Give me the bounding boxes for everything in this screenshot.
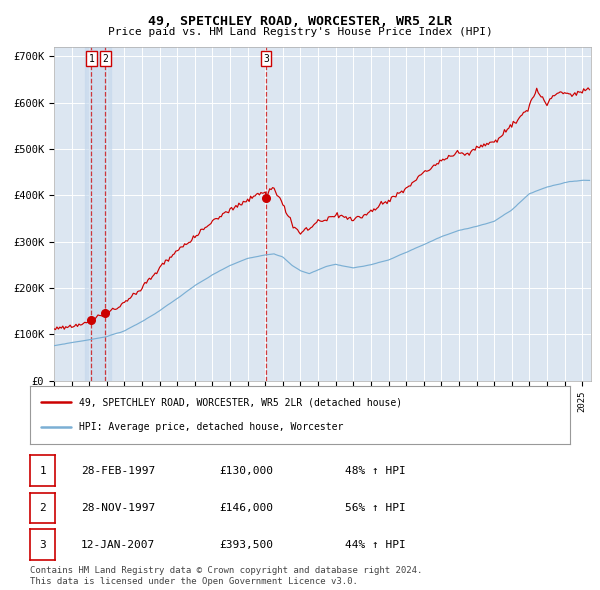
- Text: 12-JAN-2007: 12-JAN-2007: [81, 540, 155, 549]
- Text: HPI: Average price, detached house, Worcester: HPI: Average price, detached house, Worc…: [79, 422, 343, 432]
- Text: 2: 2: [39, 503, 46, 513]
- Text: 44% ↑ HPI: 44% ↑ HPI: [345, 540, 406, 549]
- Text: £393,500: £393,500: [219, 540, 273, 549]
- Text: 28-FEB-1997: 28-FEB-1997: [81, 466, 155, 476]
- Text: This data is licensed under the Open Government Licence v3.0.: This data is licensed under the Open Gov…: [30, 577, 358, 586]
- Text: 49, SPETCHLEY ROAD, WORCESTER, WR5 2LR: 49, SPETCHLEY ROAD, WORCESTER, WR5 2LR: [148, 15, 452, 28]
- Text: 56% ↑ HPI: 56% ↑ HPI: [345, 503, 406, 513]
- Text: 1: 1: [39, 466, 46, 476]
- Text: 28-NOV-1997: 28-NOV-1997: [81, 503, 155, 513]
- Text: Contains HM Land Registry data © Crown copyright and database right 2024.: Contains HM Land Registry data © Crown c…: [30, 566, 422, 575]
- Text: 49, SPETCHLEY ROAD, WORCESTER, WR5 2LR (detached house): 49, SPETCHLEY ROAD, WORCESTER, WR5 2LR (…: [79, 397, 402, 407]
- Text: Price paid vs. HM Land Registry's House Price Index (HPI): Price paid vs. HM Land Registry's House …: [107, 27, 493, 37]
- Bar: [85, 47, 111, 381]
- Text: 48% ↑ HPI: 48% ↑ HPI: [345, 466, 406, 476]
- Text: £130,000: £130,000: [219, 466, 273, 476]
- Text: 2: 2: [103, 54, 109, 64]
- Text: 1: 1: [88, 54, 94, 64]
- Text: 3: 3: [39, 540, 46, 549]
- Text: £146,000: £146,000: [219, 503, 273, 513]
- Text: 3: 3: [263, 54, 269, 64]
